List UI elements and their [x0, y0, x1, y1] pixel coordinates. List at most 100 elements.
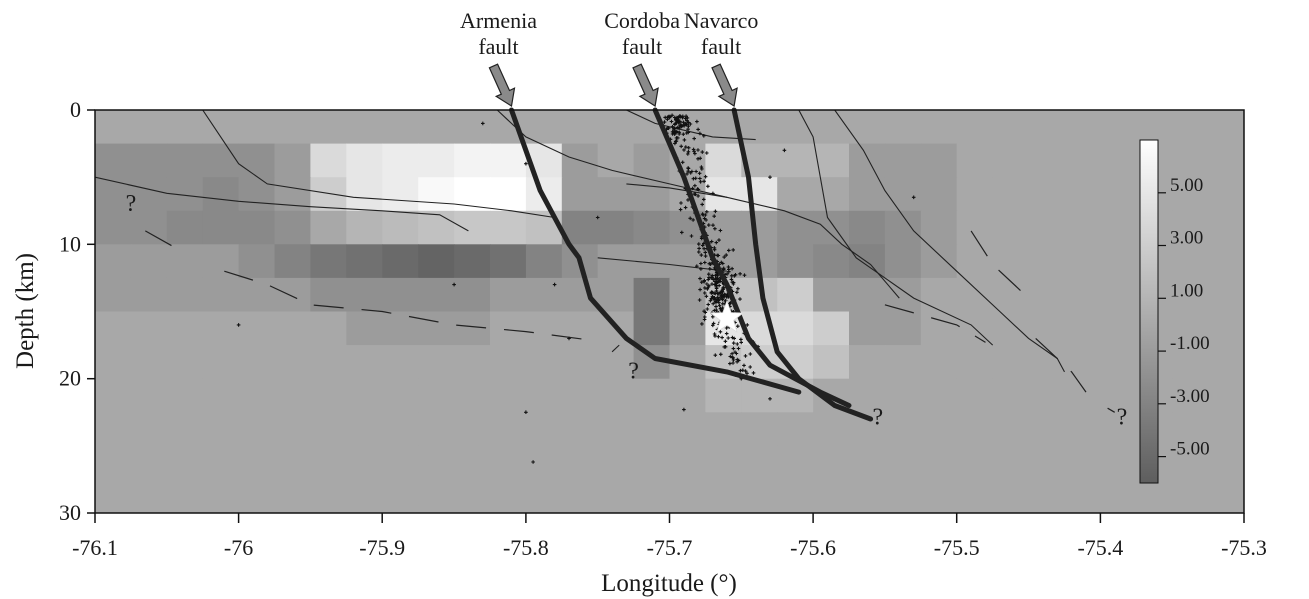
x-tick-label: -75.7	[647, 535, 693, 560]
colorbar-gradient	[1139, 139, 1159, 484]
heat-cell	[310, 445, 347, 480]
hypocenter	[678, 207, 683, 212]
heat-cell	[95, 479, 132, 513]
heat-cell	[130, 143, 168, 178]
hypocenter	[673, 141, 677, 146]
heat-cell	[992, 479, 1030, 513]
heat-cell	[454, 244, 491, 279]
heat-cell	[884, 412, 922, 447]
heat-cell	[1172, 210, 1209, 245]
hypocenter	[706, 302, 710, 307]
hypocenter	[718, 228, 723, 233]
heat-cell	[777, 244, 814, 279]
heat-cell	[633, 479, 671, 513]
hypocenter	[742, 363, 746, 368]
hypocenter	[699, 267, 703, 271]
heat-cell	[95, 445, 132, 480]
heat-cell	[238, 311, 276, 346]
heat-cell	[130, 479, 168, 513]
hypocenter	[722, 345, 727, 349]
hypocenter	[731, 346, 736, 351]
heat-cell	[1172, 378, 1209, 413]
structure-line	[202, 110, 555, 219]
hypocenter	[700, 322, 704, 326]
structure-line	[597, 257, 727, 272]
hypocenter	[699, 236, 704, 241]
heat-cell	[1064, 277, 1101, 313]
heat-cell	[849, 277, 886, 313]
heat-cell	[310, 378, 347, 413]
heat-cell	[561, 110, 599, 145]
hypocenter	[692, 192, 696, 196]
hypocenter	[679, 144, 683, 149]
hypocenter	[711, 315, 715, 319]
x-axis: -76.1 -76 -75.9 -75.8 -75.7 -75.6 -75.5 -75.4 -7…	[72, 513, 1267, 560]
hypocenter	[567, 336, 571, 341]
hypocenter	[736, 286, 740, 291]
heat-cell	[1100, 177, 1137, 212]
hypocenter	[738, 272, 742, 276]
hypocenter	[665, 117, 670, 122]
heat-cell	[525, 244, 563, 279]
hypocenter	[697, 250, 701, 254]
heat-cell	[884, 277, 922, 313]
heat-cell	[310, 345, 347, 380]
heat-cell	[884, 110, 922, 145]
hypocenter	[711, 277, 716, 282]
heat-cell	[1208, 210, 1244, 245]
heat-cell	[1208, 177, 1244, 212]
heat-cell	[490, 210, 527, 245]
x-tick-label: -76	[224, 535, 253, 560]
hypocenter	[703, 254, 708, 258]
structure-line	[626, 110, 756, 141]
structure-lines	[95, 110, 1065, 373]
hypocenter	[714, 286, 719, 291]
heat-cell	[166, 143, 204, 178]
heat-cell	[418, 479, 455, 513]
hypocenter	[703, 213, 708, 217]
heat-cell	[1100, 277, 1137, 313]
hypocenter	[688, 216, 692, 221]
heat-cell	[1028, 244, 1066, 279]
heat-cell	[633, 210, 671, 245]
hypocenter	[678, 115, 683, 119]
heat-cell	[346, 143, 383, 178]
heat-cell	[992, 143, 1030, 178]
hypocenter	[722, 255, 726, 259]
heat-cell	[1100, 378, 1137, 413]
heat-cell	[1064, 378, 1101, 413]
heat-cell	[418, 143, 455, 178]
heat-cell	[454, 277, 491, 313]
heat-cell	[202, 177, 240, 212]
hypocenter	[748, 352, 753, 356]
heat-cell	[992, 110, 1030, 145]
heat-cell	[1064, 445, 1101, 480]
hypocenter	[710, 294, 715, 299]
heat-cell	[849, 479, 886, 513]
hypocenter	[531, 460, 535, 464]
colorbar: 5.00 3.00 1.00 -1.00 -3.00 -5.00	[1139, 139, 1210, 484]
hypocenter	[743, 369, 748, 373]
heat-cell	[849, 110, 886, 145]
heat-cell	[669, 277, 706, 313]
hypocenter	[732, 336, 736, 341]
heat-cell	[1208, 277, 1244, 313]
heat-cell	[1172, 345, 1209, 380]
question-mark: ?	[872, 404, 883, 430]
heat-cell	[597, 210, 635, 245]
heat-cell	[95, 244, 132, 279]
hypocenter	[676, 136, 680, 140]
hypocenter	[711, 321, 716, 326]
hypocenter	[704, 294, 709, 299]
hypocenter	[707, 223, 711, 227]
heat-cell	[310, 110, 347, 145]
heat-cell	[1064, 110, 1101, 145]
heat-cell	[813, 345, 850, 380]
hypocenter	[693, 176, 698, 181]
heat-cell	[777, 210, 814, 245]
hypocenter	[745, 371, 749, 376]
heat-cell	[1100, 445, 1137, 480]
heat-cell	[346, 345, 383, 380]
hypocenter	[686, 152, 690, 156]
heat-cell	[346, 479, 383, 513]
